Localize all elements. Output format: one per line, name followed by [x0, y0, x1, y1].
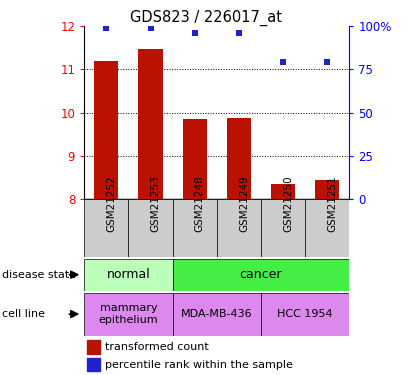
Point	[147, 25, 154, 31]
Bar	[261, 292, 349, 336]
Bar	[94, 61, 118, 199]
Text: GSM21251: GSM21251	[327, 175, 337, 232]
Text: HCC 1954: HCC 1954	[277, 309, 333, 319]
Text: GSM21249: GSM21249	[239, 175, 249, 232]
Text: GSM21252: GSM21252	[106, 175, 116, 232]
Bar	[271, 184, 295, 199]
Text: cancer: cancer	[240, 268, 282, 281]
Text: mammary
epithelium: mammary epithelium	[99, 303, 158, 325]
Point	[324, 60, 330, 66]
Bar	[84, 259, 173, 291]
Point	[280, 60, 286, 66]
Text: GSM21250: GSM21250	[283, 175, 293, 232]
Text: disease state: disease state	[2, 270, 76, 280]
Text: MDA-MB-436: MDA-MB-436	[181, 309, 253, 319]
Text: GSM21248: GSM21248	[195, 175, 205, 232]
Text: normal: normal	[106, 268, 150, 281]
Point	[236, 30, 242, 36]
Bar	[87, 340, 100, 354]
Bar	[139, 49, 163, 199]
Bar	[305, 199, 349, 257]
Bar	[217, 199, 261, 257]
Bar	[173, 259, 349, 291]
Text: transformed count: transformed count	[106, 342, 209, 352]
Point	[103, 25, 110, 31]
Bar	[173, 199, 217, 257]
Text: GSM21253: GSM21253	[150, 175, 161, 232]
Bar	[315, 180, 339, 199]
Text: percentile rank within the sample: percentile rank within the sample	[106, 360, 293, 370]
Bar	[84, 292, 173, 336]
Text: cell line: cell line	[2, 309, 45, 319]
Text: GDS823 / 226017_at: GDS823 / 226017_at	[129, 9, 282, 26]
Bar	[227, 118, 251, 199]
Bar	[128, 199, 173, 257]
Bar	[182, 119, 207, 199]
Bar	[87, 358, 100, 371]
Point	[192, 30, 198, 36]
Bar	[261, 199, 305, 257]
Bar	[84, 199, 128, 257]
Bar	[173, 292, 261, 336]
